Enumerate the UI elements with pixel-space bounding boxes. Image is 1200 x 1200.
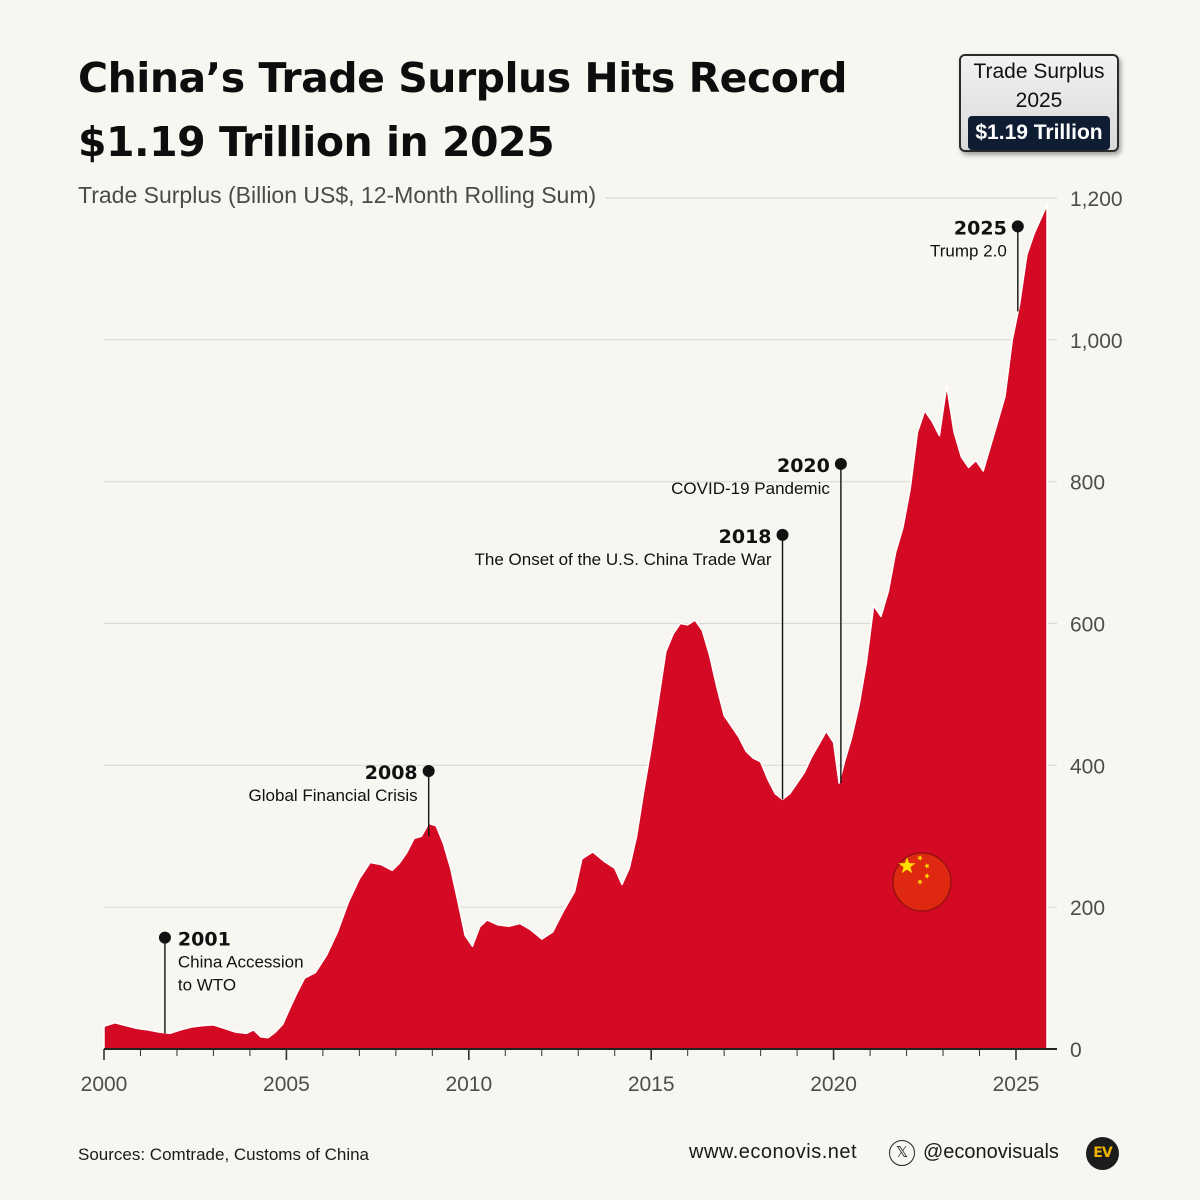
china-flag-icon [892, 852, 952, 912]
summary-badge: Trade Surplus 2025 $1.19 Trillion [959, 54, 1119, 152]
website-link[interactable]: www.econovis.net [689, 1141, 858, 1163]
x-tick-label: 2000 [81, 1073, 128, 1096]
annotation-dot [1011, 220, 1024, 233]
page-title: China’s Trade Surplus Hits Record $1.19 … [78, 46, 848, 174]
sources-note: Sources: Comtrade, Customs of China [78, 1145, 370, 1164]
title-line-2: $1.19 Trillion in 2025 [78, 118, 555, 166]
x-tick-label: 2015 [628, 1073, 675, 1096]
badge-label-line-1: Trade Surplus [973, 60, 1105, 83]
annotation-year: 2001 [178, 929, 231, 951]
annotation-dot [834, 457, 847, 470]
x-tick-label: 2020 [810, 1073, 857, 1096]
y-tick-label: 1,000 [1070, 330, 1123, 353]
annotation-dot [776, 528, 789, 541]
x-tick-label: 2025 [993, 1073, 1040, 1096]
x-tick-label: 2010 [445, 1073, 492, 1096]
social-handle-link[interactable]: @econovisuals [923, 1141, 1059, 1163]
series-area [103, 204, 1048, 1050]
badge-label-line-2: 2025 [1015, 89, 1063, 112]
x-logo-icon[interactable]: 𝕏 [889, 1140, 915, 1166]
annotation-year: 2020 [777, 455, 830, 477]
econovis-logo-icon: EV [1086, 1137, 1119, 1170]
annotation-text: Trump 2.0 [930, 241, 1007, 260]
annotation-year: 2008 [365, 762, 418, 784]
annotation-text: Global Financial Crisis [249, 786, 418, 805]
annotation-text: The Onset of the U.S. China Trade War [475, 550, 772, 569]
annotation-year: 2025 [954, 217, 1007, 239]
y-tick-label: 0 [1070, 1039, 1082, 1062]
y-tick-label: 400 [1070, 755, 1105, 778]
y-tick-label: 600 [1070, 614, 1105, 637]
chart-y-axis-title: Trade Surplus (Billion US$, 12-Month Rol… [78, 182, 607, 209]
y-tick-label: 200 [1070, 897, 1105, 920]
x-tick-label: 2005 [263, 1073, 310, 1096]
annotation-dot [422, 765, 435, 778]
annotation-text: China Accession [178, 953, 304, 972]
title-line-1: China’s Trade Surplus Hits Record [78, 54, 848, 102]
y-tick-label: 800 [1070, 472, 1105, 495]
annotation-text: to WTO [178, 976, 236, 995]
y-tick-label: 1,200 [1070, 188, 1123, 211]
annotation-year: 2018 [719, 526, 772, 548]
badge-value: $1.19 Trillion [968, 116, 1110, 150]
annotation-text: COVID-19 Pandemic [671, 479, 830, 498]
annotation-dot [158, 931, 171, 944]
